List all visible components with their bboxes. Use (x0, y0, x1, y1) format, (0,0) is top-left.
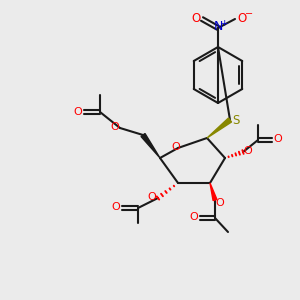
Text: O: O (172, 142, 180, 152)
Text: O: O (190, 212, 198, 222)
Polygon shape (210, 183, 217, 201)
Text: +: + (220, 19, 228, 28)
Text: O: O (244, 146, 252, 156)
Text: O: O (274, 134, 282, 144)
Text: O: O (148, 192, 156, 202)
Text: O: O (112, 202, 120, 212)
Text: S: S (232, 115, 240, 128)
Text: −: − (245, 9, 253, 19)
Text: O: O (111, 122, 119, 132)
Text: O: O (237, 11, 247, 25)
Text: O: O (74, 107, 82, 117)
Text: O: O (191, 11, 201, 25)
Text: N: N (213, 20, 223, 34)
Text: O: O (216, 198, 224, 208)
Polygon shape (207, 118, 232, 138)
Polygon shape (141, 134, 160, 158)
